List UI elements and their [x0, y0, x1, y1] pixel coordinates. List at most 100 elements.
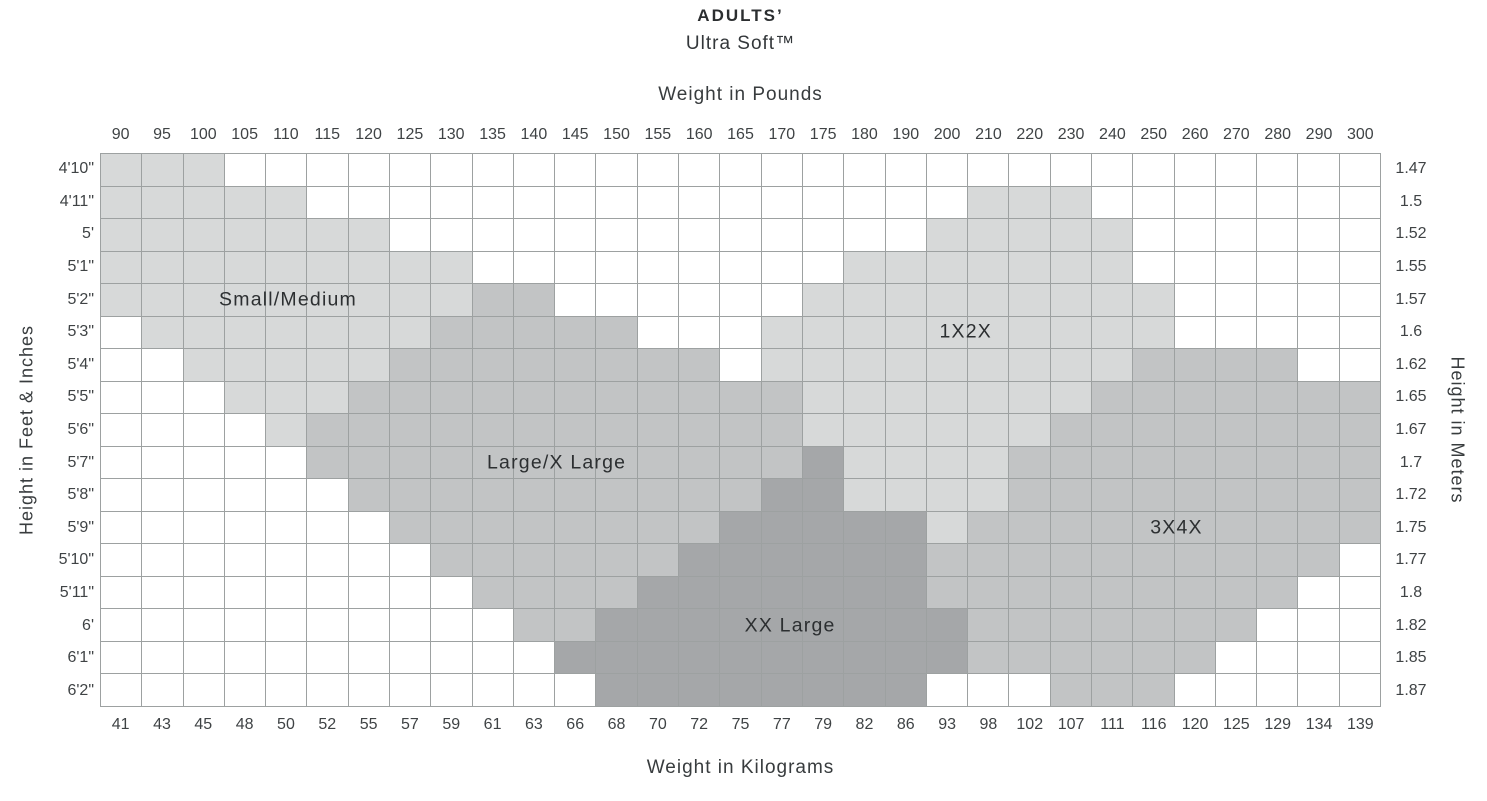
- kilograms-tick: 66: [566, 716, 585, 733]
- size-cell-medium: [472, 284, 513, 316]
- size-cell-none: [224, 479, 266, 511]
- size-cell-medium: [1009, 446, 1050, 479]
- size-cell-medium: [1215, 544, 1257, 576]
- kilograms-tick: 61: [483, 716, 502, 733]
- size-cell-medium: [679, 479, 720, 511]
- size-cell-none: [1298, 186, 1339, 219]
- size-cell-medium: [1257, 576, 1298, 609]
- meters-tick: 1.62: [1395, 355, 1427, 373]
- size-cell-light: [142, 154, 183, 186]
- size-cell-none: [183, 674, 224, 706]
- size-cell-medium: [1091, 381, 1133, 414]
- size-cell-none: [720, 284, 761, 316]
- size-cell-none: [183, 479, 224, 511]
- size-cell-light: [266, 349, 307, 381]
- kilograms-tick: 93: [938, 716, 957, 733]
- size-cell-medium: [390, 479, 431, 511]
- size-cell-medium: [513, 479, 555, 511]
- size-cell-medium: [1174, 349, 1215, 381]
- meters-tick: 1.7: [1399, 453, 1423, 471]
- size-cell-medium: [637, 479, 679, 511]
- size-cell-medium: [968, 576, 1009, 609]
- size-cell-none: [348, 674, 390, 706]
- kilograms-tick: 129: [1264, 716, 1292, 733]
- size-cell-light: [1050, 284, 1091, 316]
- size-cell-none: [968, 154, 1009, 186]
- size-cell-light: [926, 219, 968, 251]
- size-cell-none: [1009, 154, 1050, 186]
- size-cell-none: [266, 511, 307, 544]
- size-cell-medium: [1298, 544, 1339, 576]
- size-cell-medium: [679, 349, 720, 381]
- size-cell-light: [1091, 284, 1133, 316]
- size-cell-medium: [1091, 511, 1133, 544]
- meters-tick: 1.6: [1399, 323, 1423, 341]
- size-cell-none: [266, 674, 307, 706]
- feet-inches-tick: 5': [82, 225, 94, 243]
- size-cell-medium: [1050, 609, 1091, 641]
- size-cell-none: [1215, 284, 1257, 316]
- size-cell-none: [1339, 544, 1380, 576]
- size-cell-none: [431, 609, 472, 641]
- size-cell-medium: [555, 414, 596, 446]
- size-cell-none: [596, 219, 637, 251]
- pounds-tick: 160: [685, 126, 713, 143]
- size-cell-medium: [1174, 609, 1215, 641]
- pounds-tick: 230: [1057, 126, 1085, 143]
- size-cell-none: [679, 316, 720, 349]
- size-cell-light: [142, 316, 183, 349]
- size-cell-none: [513, 641, 555, 674]
- size-cell-none: [596, 186, 637, 219]
- size-cell-none: [101, 674, 142, 706]
- feet-inches-tick: 4'10": [58, 160, 94, 178]
- size-cell-light: [183, 349, 224, 381]
- size-cell-none: [926, 154, 968, 186]
- size-cell-none: [183, 414, 224, 446]
- size-cell-none: [1091, 154, 1133, 186]
- size-cell-medium: [968, 511, 1009, 544]
- size-cell-light: [968, 381, 1009, 414]
- size-cell-light: [431, 251, 472, 284]
- size-cell-medium: [1174, 511, 1215, 544]
- size-cell-dark: [679, 576, 720, 609]
- size-cell-medium: [1215, 609, 1257, 641]
- size-cell-dark: [802, 511, 844, 544]
- size-cell-light: [844, 446, 885, 479]
- pounds-tick: 175: [809, 126, 837, 143]
- size-cell-medium: [431, 414, 472, 446]
- size-cell-none: [720, 349, 761, 381]
- size-cell-none: [266, 154, 307, 186]
- size-cell-medium: [1050, 414, 1091, 446]
- size-cell-medium: [596, 576, 637, 609]
- size-cell-medium: [1009, 544, 1050, 576]
- size-cell-medium: [1091, 641, 1133, 674]
- size-cell-none: [142, 414, 183, 446]
- pounds-tick: 150: [603, 126, 630, 143]
- size-cell-light: [844, 479, 885, 511]
- size-cell-medium: [1215, 446, 1257, 479]
- size-cell-medium: [1009, 479, 1050, 511]
- kilograms-tick: 68: [607, 716, 626, 733]
- size-cell-light: [307, 349, 348, 381]
- size-cell-none: [555, 674, 596, 706]
- size-cell-none: [101, 609, 142, 641]
- size-cell-light: [183, 251, 224, 284]
- size-cell-medium: [1091, 544, 1133, 576]
- size-cell-medium: [1133, 414, 1174, 446]
- size-cell-dark: [926, 641, 968, 674]
- size-cell-none: [926, 186, 968, 219]
- kilograms-tick: 63: [524, 716, 543, 733]
- size-cell-medium: [679, 381, 720, 414]
- size-cell-dark: [802, 674, 844, 706]
- feet-inches-tick: 5'5": [67, 388, 94, 406]
- size-cell-none: [101, 544, 142, 576]
- size-cell-medium: [513, 446, 555, 479]
- size-cell-light: [183, 219, 224, 251]
- size-cell-none: [968, 674, 1009, 706]
- size-cell-medium: [472, 414, 513, 446]
- size-cell-medium: [431, 316, 472, 349]
- size-cell-light: [926, 511, 968, 544]
- size-cell-none: [679, 154, 720, 186]
- size-cell-none: [348, 576, 390, 609]
